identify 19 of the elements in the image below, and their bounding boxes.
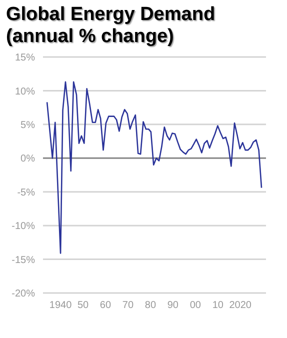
chart-title: Global Energy Demand (annual % change) xyxy=(6,4,216,48)
x-tick-label: 50 xyxy=(77,300,90,312)
x-tick-label: 70 xyxy=(122,300,134,312)
x-tick-label: 1940 xyxy=(49,300,72,312)
x-tick-label: 60 xyxy=(100,300,112,312)
y-tick-label: 5% xyxy=(20,120,36,131)
y-tick-label: -5% xyxy=(17,187,36,198)
y-tick-label: 10% xyxy=(14,86,36,98)
y-tick-label: 15% xyxy=(14,52,36,64)
x-tick-label: 80 xyxy=(144,300,156,312)
y-tick-label: -15% xyxy=(12,254,36,266)
x-tick-label: 10 xyxy=(212,300,224,312)
x-tick-label: 90 xyxy=(167,300,179,312)
y-tick-label: 0% xyxy=(20,154,36,165)
x-tick-label: 00 xyxy=(190,300,202,312)
y-tick-label: -10% xyxy=(12,221,36,232)
y-tick-label: -20% xyxy=(12,288,36,300)
x-tick-label: 2020 xyxy=(229,300,252,312)
line-series xyxy=(46,81,262,254)
